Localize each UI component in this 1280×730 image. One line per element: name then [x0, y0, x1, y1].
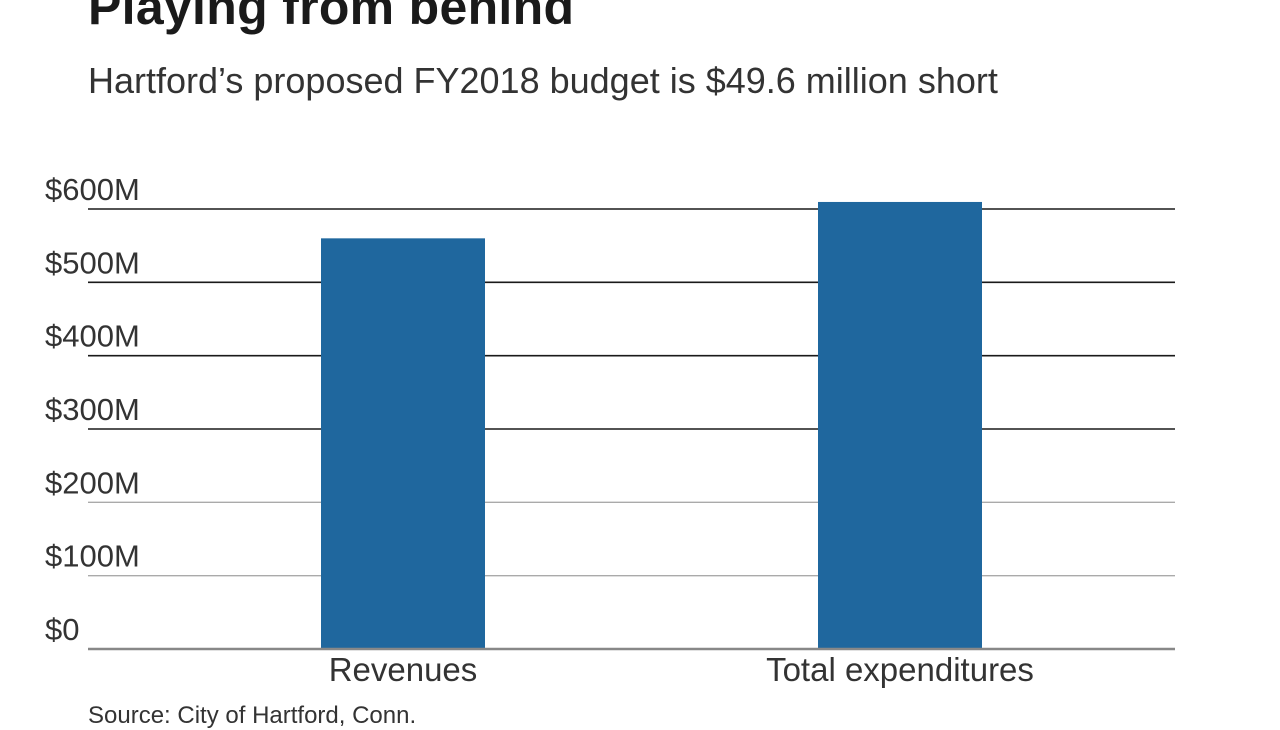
y-tick-label: $100M	[45, 539, 140, 574]
y-tick-label: $200M	[45, 465, 140, 500]
chart-title: Playing from behind	[88, 0, 575, 35]
y-tick-label: $500M	[45, 245, 140, 280]
bar-total-expenditures	[818, 201, 982, 649]
y-tick-label: $300M	[45, 392, 140, 427]
y-tick-label: $400M	[45, 319, 140, 354]
y-tick-label: $600M	[45, 172, 140, 207]
bar-revenues	[321, 238, 485, 650]
source-note: Source: City of Hartford, Conn.	[88, 702, 417, 729]
x-category-label: Total expenditures	[766, 651, 1034, 688]
y-tick-label: $0	[45, 612, 79, 647]
x-category-label: Revenues	[329, 651, 478, 688]
chart-subtitle: Hartford’s proposed FY2018 budget is $49…	[88, 60, 998, 101]
